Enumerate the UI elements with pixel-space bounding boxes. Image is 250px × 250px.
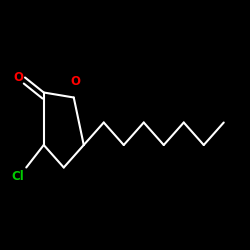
Text: O: O	[70, 76, 80, 88]
Text: Cl: Cl	[12, 170, 24, 183]
Text: O: O	[13, 71, 23, 84]
